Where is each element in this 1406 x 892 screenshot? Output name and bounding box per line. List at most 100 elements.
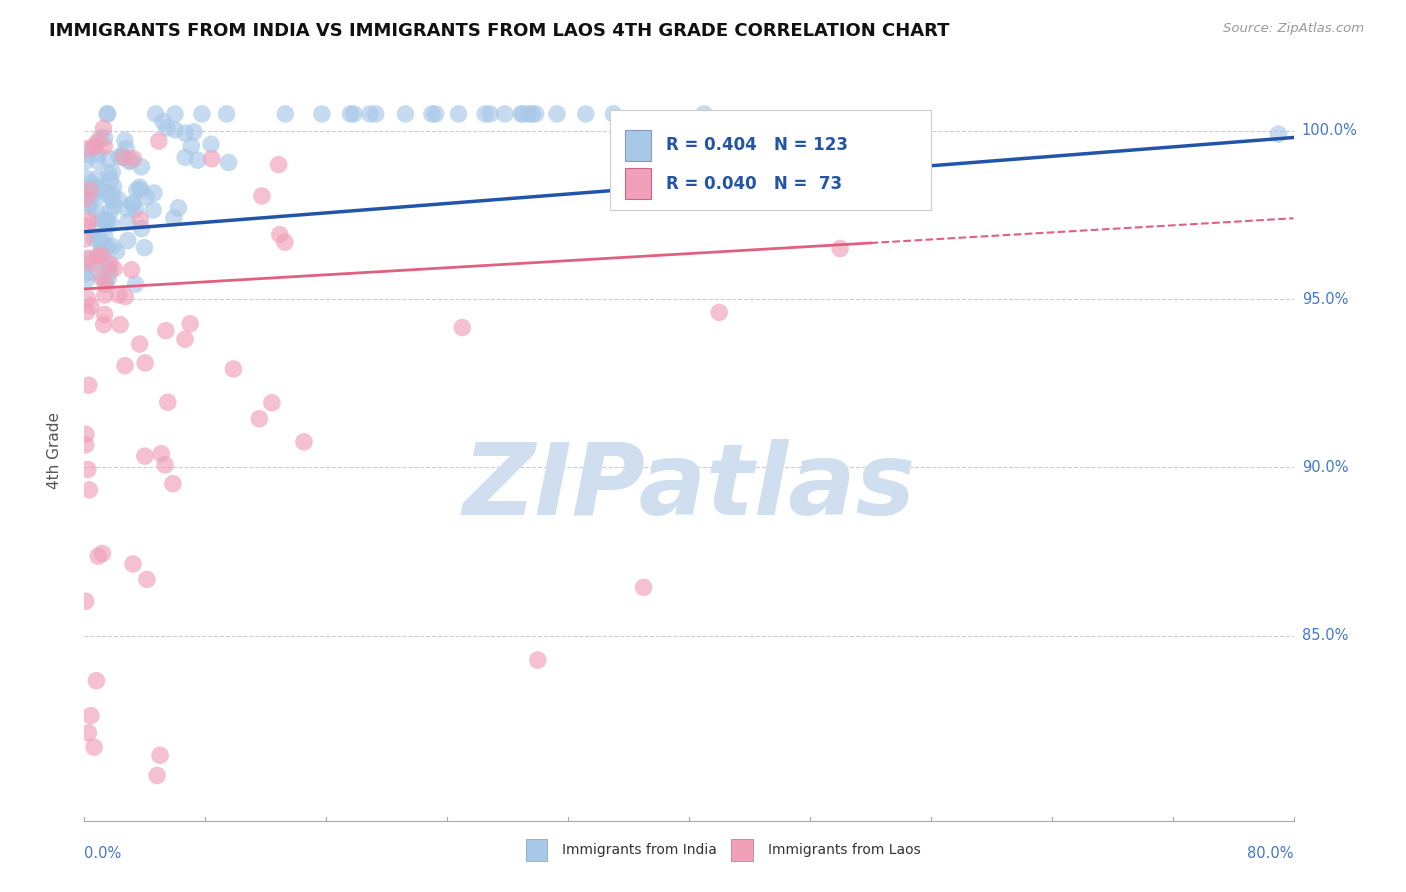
Point	[292, 434, 315, 449]
Point	[128, 337, 150, 351]
Point	[129, 160, 152, 174]
Point	[76, 142, 98, 156]
Point	[250, 189, 273, 203]
Point	[79, 200, 101, 214]
Bar	[624, 130, 651, 161]
Point	[94, 274, 117, 288]
Point	[79, 252, 101, 266]
Point	[91, 270, 114, 285]
Point	[93, 254, 115, 268]
Point	[200, 137, 222, 152]
Point	[77, 213, 100, 227]
Point	[112, 151, 135, 165]
Text: R = 0.404   N = 123: R = 0.404 N = 123	[666, 136, 848, 154]
Point	[311, 107, 333, 121]
Point	[153, 458, 176, 472]
Point	[98, 265, 121, 279]
Point	[156, 395, 179, 409]
Point	[87, 249, 110, 263]
Point	[86, 219, 108, 234]
Point	[90, 239, 112, 253]
Point	[75, 594, 97, 608]
Point	[96, 213, 118, 227]
Point	[114, 359, 136, 373]
Point	[117, 234, 139, 248]
Point	[97, 107, 120, 121]
Point	[131, 221, 153, 235]
Point	[97, 260, 120, 275]
Point	[83, 139, 105, 153]
Point	[115, 202, 138, 216]
Point	[103, 179, 125, 194]
Text: 100.0%: 100.0%	[1302, 123, 1358, 138]
Point	[162, 476, 184, 491]
Point	[524, 107, 547, 121]
Point	[114, 133, 136, 147]
Point	[77, 726, 100, 740]
Point	[134, 356, 156, 370]
Point	[98, 257, 121, 271]
Point	[174, 332, 197, 346]
Point	[75, 427, 97, 442]
Point	[134, 241, 156, 255]
Point	[105, 244, 128, 259]
Point	[247, 411, 270, 425]
Point	[425, 107, 447, 121]
Point	[359, 107, 381, 121]
Point	[80, 176, 103, 190]
Point	[77, 378, 100, 392]
Point	[93, 318, 115, 332]
Point	[86, 673, 108, 688]
Point	[135, 573, 157, 587]
Point	[76, 182, 98, 196]
Point	[83, 232, 105, 246]
Point	[179, 317, 201, 331]
Point	[122, 557, 145, 571]
Point	[75, 192, 97, 206]
Point	[101, 239, 124, 253]
Point	[80, 265, 103, 279]
FancyBboxPatch shape	[610, 110, 931, 210]
Point	[124, 277, 146, 292]
Point	[1267, 127, 1289, 141]
Point	[83, 740, 105, 755]
Point	[84, 203, 107, 218]
Point	[510, 107, 533, 121]
Point	[91, 546, 114, 560]
Point	[91, 188, 114, 202]
Text: 95.0%: 95.0%	[1302, 292, 1348, 307]
Point	[87, 147, 110, 161]
Point	[517, 107, 540, 121]
Point	[76, 291, 98, 305]
Point	[522, 107, 544, 121]
Point	[125, 183, 148, 197]
Text: Source: ZipAtlas.com: Source: ZipAtlas.com	[1223, 22, 1364, 36]
Text: Immigrants from India: Immigrants from India	[562, 843, 717, 857]
Point	[121, 262, 143, 277]
Point	[101, 193, 124, 207]
Text: 4th Grade: 4th Grade	[46, 412, 62, 489]
Point	[174, 150, 197, 164]
Point	[142, 202, 165, 217]
Point	[215, 107, 238, 121]
Point	[447, 107, 470, 121]
Point	[222, 362, 245, 376]
Point	[135, 190, 157, 204]
Point	[76, 219, 98, 233]
Point	[98, 205, 121, 219]
Point	[187, 153, 209, 168]
Point	[97, 166, 120, 180]
Point	[274, 235, 297, 249]
Point	[97, 152, 120, 166]
Point	[76, 195, 98, 210]
Text: 90.0%: 90.0%	[1302, 459, 1348, 475]
Point	[73, 232, 96, 246]
Point	[100, 217, 122, 231]
Point	[156, 120, 179, 135]
Point	[86, 135, 108, 149]
Point	[343, 107, 366, 121]
Point	[100, 173, 122, 187]
Point	[93, 121, 115, 136]
Text: 85.0%: 85.0%	[1302, 628, 1348, 643]
Point	[115, 142, 138, 156]
